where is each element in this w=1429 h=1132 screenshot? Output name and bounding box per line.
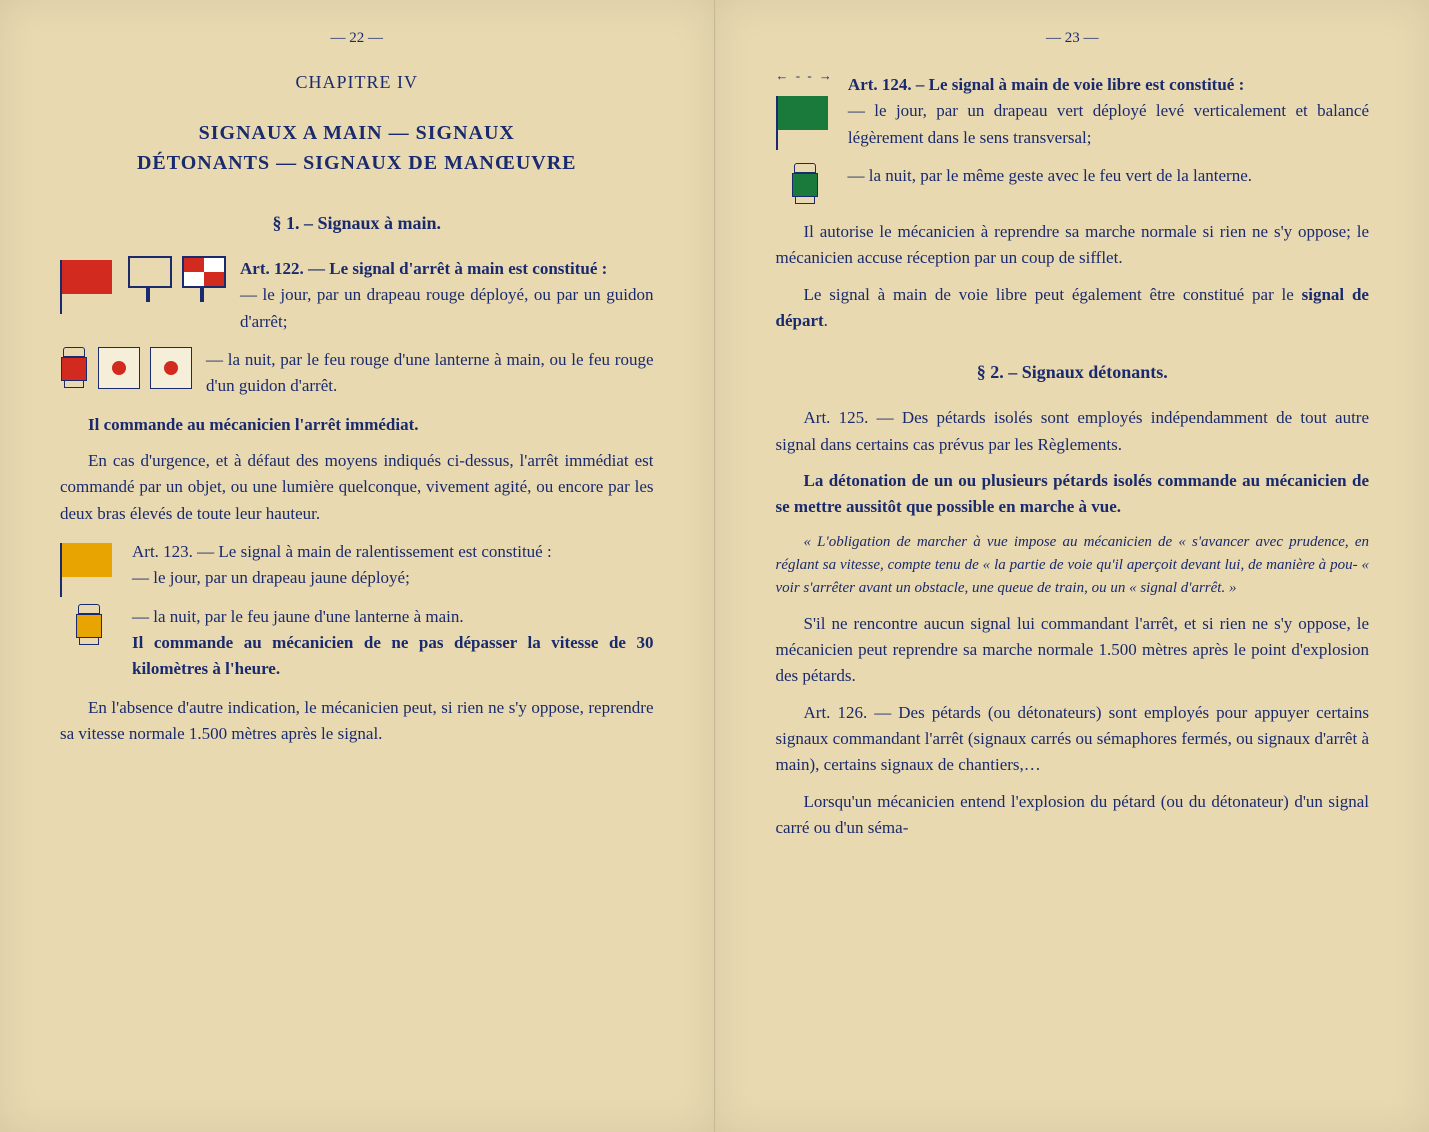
chapter-title-line1: SIGNAUX A MAIN — SIGNAUX [199, 122, 515, 144]
art126-cont: Lorsqu'un mécanicien entend l'explosion … [776, 789, 1370, 842]
art122-night-icons [60, 347, 192, 391]
page-number-right: — 23 — [776, 30, 1370, 47]
art124-day: — le jour, par un drapeau vert déployé l… [848, 101, 1369, 146]
art123-lead: Art. 123. — Le signal à main de ralentis… [132, 542, 552, 561]
book-spread: — 22 — CHAPITRE IV SIGNAUX A MAIN — SIGN… [0, 0, 1429, 1132]
green-lantern-icon [791, 163, 819, 207]
art124-depart: Le signal à main de voie libre peut égal… [776, 282, 1370, 335]
art125-command: La détonation de un ou plusieurs pétards… [776, 468, 1370, 521]
wave-marks-icon: ← - - → [776, 72, 834, 80]
chapter-title-line2: DÉTONANTS — SIGNAUX DE MANŒUVRE [137, 152, 577, 174]
art124-day-icons: ← - - → [776, 72, 834, 136]
art122-command: Il commande au mécanicien l'arrêt immédi… [60, 412, 654, 438]
art124-lead: Art. 124. – Le signal à main de voie lib… [848, 75, 1244, 94]
art124-authorize: Il autorise le mécanicien à reprendre sa… [776, 219, 1370, 272]
art123-night: — la nuit, par le feu jaune d'une lanter… [132, 607, 464, 626]
page-right: — 23 — ← - - → Art. 124. – Le signal à m… [715, 0, 1429, 1132]
yellow-flag-icon [60, 543, 118, 583]
art123-text: Art. 123. — Le signal à main de ralentis… [132, 539, 654, 592]
art123-day: — le jour, par un drapeau jaune déployé; [132, 568, 410, 587]
art124-night-icons [776, 163, 834, 207]
red-flag-icon [60, 260, 118, 300]
guidon-blank-icon [128, 256, 172, 304]
green-flag-icon [776, 96, 834, 136]
art122-night: — la nuit, par le feu rouge d'une lanter… [206, 347, 654, 400]
art122-text: Art. 122. — Le signal d'arrêt à main est… [240, 256, 654, 335]
red-lantern-icon [60, 347, 88, 391]
art124-day-row: ← - - → Art. 124. – Le signal à main de … [776, 72, 1370, 151]
section-2-heading: § 2. – Signaux détonants. [776, 362, 1370, 383]
art123-night-icons [60, 604, 118, 648]
art122-day-row: Art. 122. — Le signal d'arrêt à main est… [60, 256, 654, 335]
page-number-left: — 22 — [60, 30, 654, 47]
art122-night-row: — la nuit, par le feu rouge d'une lanter… [60, 347, 654, 400]
art123-day-row: Art. 123. — Le signal à main de ralentis… [60, 539, 654, 592]
art124-night-row: — la nuit, par le même geste avec le feu… [776, 163, 1370, 207]
art123-night-row: — la nuit, par le feu jaune d'une lanter… [60, 604, 654, 683]
art123-absence: En l'absence d'autre indication, le méca… [60, 695, 654, 748]
art123-night-text: — la nuit, par le feu jaune d'une lanter… [132, 604, 654, 683]
art125-resume: S'il ne rencontre aucun signal lui comma… [776, 611, 1370, 690]
guidon-dot-icon-1 [98, 347, 140, 389]
art124-night: — la nuit, par le même geste avec le feu… [848, 163, 1370, 189]
guidon-dot-icon-2 [150, 347, 192, 389]
guidon-checker-icon [182, 256, 226, 304]
art123-command: Il commande au mécanicien de ne pas dépa… [132, 633, 654, 678]
art122-day-icons [60, 256, 226, 304]
art126-lead: Art. 126. — Des pétards (ou détonateurs)… [776, 700, 1370, 779]
yellow-lantern-icon [75, 604, 103, 648]
art122-day: — le jour, par un drapeau rouge déployé,… [240, 285, 654, 330]
chapter-title: SIGNAUX A MAIN — SIGNAUX DÉTONANTS — SIG… [60, 118, 654, 178]
page-left: — 22 — CHAPITRE IV SIGNAUX A MAIN — SIGN… [0, 0, 715, 1132]
art125-quote: « L'obligation de marcher à vue impose a… [776, 531, 1370, 601]
art122-urgence: En cas d'urgence, et à défaut des moyens… [60, 448, 654, 527]
art125-lead: Art. 125. — Des pétards isolés sont empl… [776, 405, 1370, 458]
chapter-label: CHAPITRE IV [60, 72, 654, 93]
art122-lead: Art. 122. — Le signal d'arrêt à main est… [240, 259, 607, 278]
section-1-heading: § 1. – Signaux à main. [60, 213, 654, 234]
art124-text: Art. 124. – Le signal à main de voie lib… [848, 72, 1369, 151]
art123-day-icons [60, 539, 118, 583]
